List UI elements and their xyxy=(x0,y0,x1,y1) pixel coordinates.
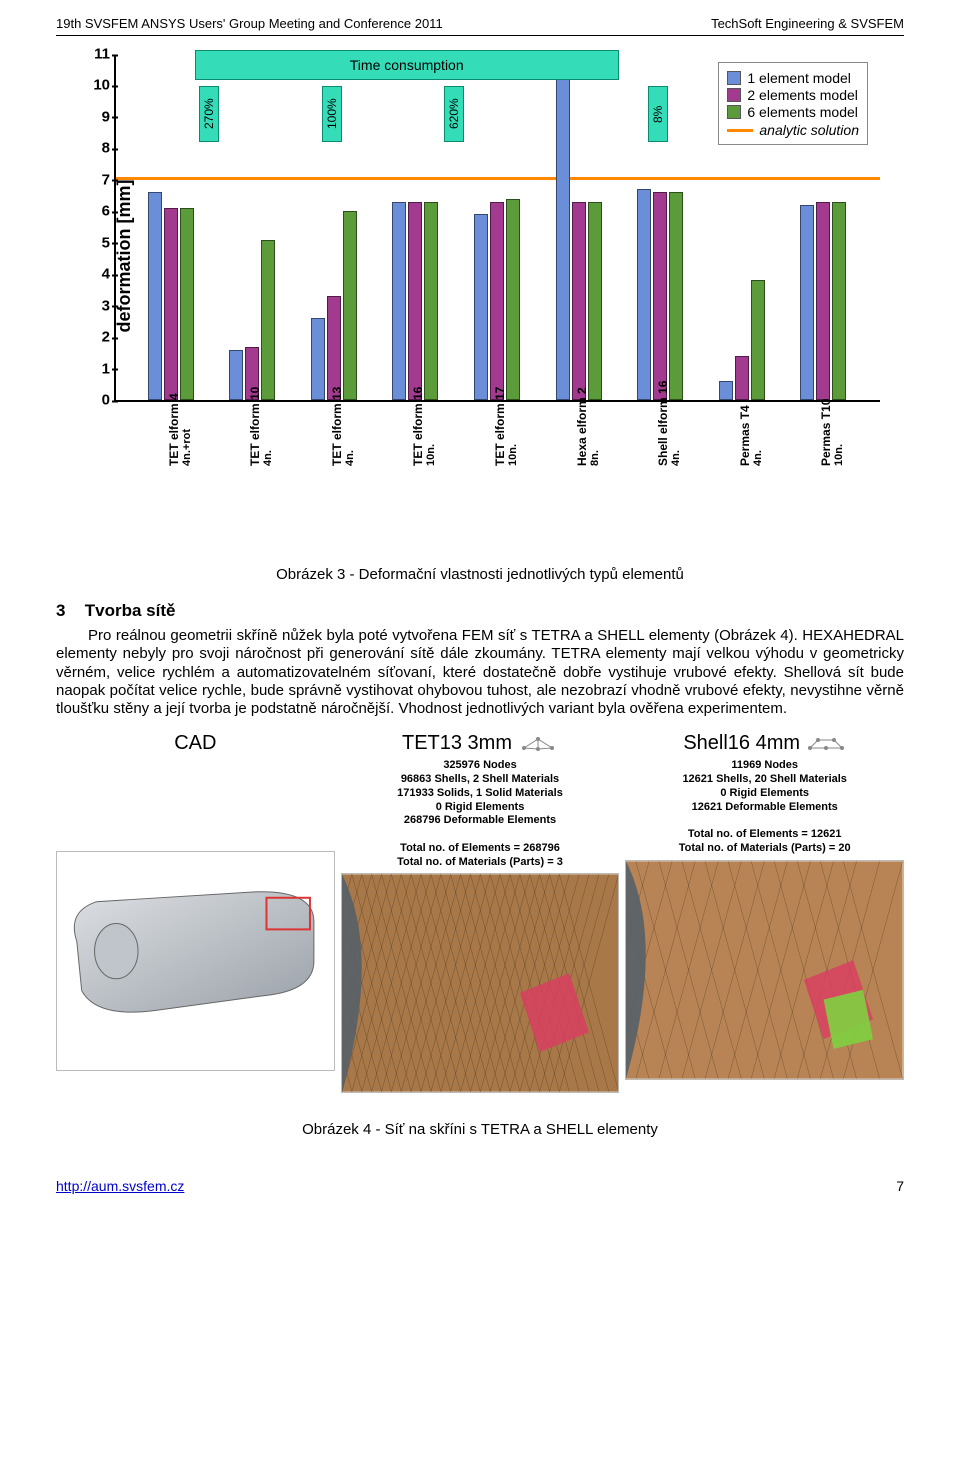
y-tick: 5 xyxy=(80,234,110,251)
bar xyxy=(327,296,341,400)
panel-render xyxy=(341,873,620,1093)
time-balloon: 8% xyxy=(648,86,668,142)
bar xyxy=(800,205,814,400)
bar xyxy=(506,199,520,400)
section-heading: 3 Tvorba sítě xyxy=(56,601,904,621)
panel-render xyxy=(625,860,904,1080)
header-right: TechSoft Engineering & SVSFEM xyxy=(711,16,904,31)
bar xyxy=(164,208,178,400)
bar xyxy=(637,189,651,400)
time-balloon: 620% xyxy=(444,86,464,142)
bar-chart: deformation [mm] 1 element model2 elemen… xyxy=(70,46,890,466)
y-tick: 0 xyxy=(80,392,110,409)
bar xyxy=(392,202,406,400)
y-tick: 10 xyxy=(80,77,110,94)
legend-label: 2 elements model xyxy=(747,87,858,103)
bar xyxy=(816,202,830,400)
bar xyxy=(556,67,570,400)
bar-group xyxy=(556,67,606,400)
y-tick: 7 xyxy=(80,171,110,188)
page-footer: http://aum.svsfem.cz 7 xyxy=(56,1178,904,1214)
bar xyxy=(588,202,602,400)
bar-group xyxy=(719,280,769,400)
figure4-panel: TET13 3mm 325976 Nodes96863 Shells, 2 She… xyxy=(341,732,620,1093)
analytic-line xyxy=(116,177,880,180)
bar xyxy=(669,192,683,400)
section-number: 3 xyxy=(56,601,80,621)
y-tick: 9 xyxy=(80,108,110,125)
section-title: Tvorba sítě xyxy=(85,601,176,620)
bar xyxy=(180,208,194,400)
legend-swatch xyxy=(727,88,741,102)
bar xyxy=(424,202,438,400)
figure3-caption: Obrázek 3 - Deformační vlastnosti jednot… xyxy=(56,566,904,583)
bar xyxy=(751,280,765,400)
figure4-panel: Shell16 4mm 11969 Nodes12621 Shells, 20 S… xyxy=(625,732,904,1093)
bar xyxy=(311,318,325,400)
legend-line-swatch xyxy=(727,129,753,132)
bar-group xyxy=(800,202,850,400)
time-balloon: 270% xyxy=(199,86,219,142)
legend-label: 6 elements model xyxy=(747,104,858,120)
page-header: 19th SVSFEM ANSYS Users' Group Meeting a… xyxy=(56,0,904,35)
figure4-panel: CAD xyxy=(56,732,335,1093)
time-balloon: 100% xyxy=(322,86,342,142)
x-axis-labels: TET elform 44n.+rotTET elform 104n.TET e… xyxy=(114,406,880,466)
plot-area: 1 element model2 elements model6 element… xyxy=(114,56,880,402)
bar xyxy=(148,192,162,400)
figure4-caption: Obrázek 4 - Síť na skříni s TETRA a SHEL… xyxy=(56,1121,904,1138)
y-tick: 4 xyxy=(80,266,110,283)
bar-group xyxy=(474,199,524,400)
bar-group xyxy=(392,202,442,400)
header-left: 19th SVSFEM ANSYS Users' Group Meeting a… xyxy=(56,16,443,31)
bar xyxy=(408,202,422,400)
bar xyxy=(832,202,846,400)
bar-group xyxy=(311,211,361,400)
figure4: CAD TET13 3mm 325976 Nodes96863 Shells, 2 … xyxy=(56,732,904,1093)
bar xyxy=(490,202,504,400)
y-tick: 11 xyxy=(80,46,110,63)
bar xyxy=(229,350,243,400)
header-rule xyxy=(56,35,904,36)
page-number: 7 xyxy=(896,1178,904,1194)
bar xyxy=(735,356,749,400)
panel-stats: 11969 Nodes12621 Shells, 20 Shell Materi… xyxy=(625,759,904,855)
time-consumption-label: Time consumption xyxy=(195,50,619,80)
y-tick: 6 xyxy=(80,203,110,220)
bar xyxy=(572,202,586,400)
body-paragraph: Pro reálnou geometrii skříně nůžek byla … xyxy=(56,627,904,718)
bar xyxy=(653,192,667,400)
y-tick: 3 xyxy=(80,297,110,314)
bar xyxy=(719,381,733,400)
panel-stats xyxy=(56,759,335,847)
bar xyxy=(474,214,488,400)
y-tick: 2 xyxy=(80,329,110,346)
bar-group xyxy=(148,192,198,400)
legend-item: 6 elements model xyxy=(727,104,859,120)
legend-swatch xyxy=(727,105,741,119)
time-balloons: Time consumption270%100%620%8% xyxy=(114,56,880,86)
panel-title: TET13 3mm xyxy=(341,732,620,755)
panel-title: Shell16 4mm xyxy=(625,732,904,755)
bar xyxy=(343,211,357,400)
legend-analytic-label: analytic solution xyxy=(759,122,859,138)
bar-group xyxy=(637,189,687,400)
footer-link[interactable]: http://aum.svsfem.cz xyxy=(56,1178,184,1194)
y-tick: 8 xyxy=(80,140,110,157)
bar xyxy=(261,240,275,400)
y-tick: 1 xyxy=(80,360,110,377)
legend-analytic: analytic solution xyxy=(727,122,859,138)
panel-render xyxy=(56,851,335,1071)
panel-title: CAD xyxy=(56,732,335,755)
panel-stats: 325976 Nodes96863 Shells, 2 Shell Materi… xyxy=(341,759,620,869)
legend-item: 2 elements model xyxy=(727,87,859,103)
bar-group xyxy=(229,240,279,400)
